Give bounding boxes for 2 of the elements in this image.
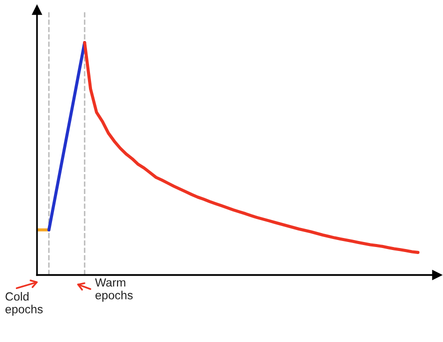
text: Cold epochs (6, 292, 43, 316)
text: Warm epochs (95, 278, 133, 302)
